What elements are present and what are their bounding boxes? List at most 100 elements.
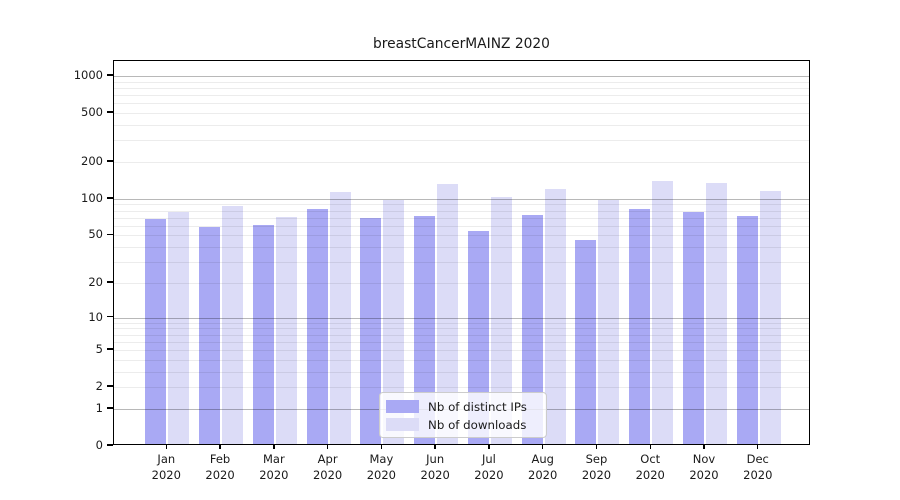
y-tick-label: 500 bbox=[81, 105, 103, 120]
gridline-minor bbox=[114, 262, 809, 264]
bar-downloads-jun-2020 bbox=[437, 184, 459, 444]
gridline-minor bbox=[114, 235, 809, 237]
gridline-minor bbox=[114, 341, 809, 343]
bar-downloads-dec-2020 bbox=[759, 190, 781, 444]
x-tick-mark bbox=[219, 445, 221, 449]
y-tick-label: 1 bbox=[95, 400, 103, 415]
x-tick-mark bbox=[165, 445, 167, 449]
x-tick-mark bbox=[541, 445, 544, 449]
y-tick-label: 0 bbox=[95, 438, 103, 452]
bar-downloads-apr-2020 bbox=[329, 192, 351, 444]
gridline-minor bbox=[114, 371, 809, 373]
gridline-minor bbox=[114, 387, 809, 389]
x-tick-label: Apr 2020 bbox=[312, 452, 343, 482]
x-tick-label: Nov 2020 bbox=[689, 452, 719, 482]
y-tick-mark bbox=[107, 111, 113, 113]
gridline-minor bbox=[114, 140, 809, 142]
bar-distinct-ips-nov-2020 bbox=[683, 212, 704, 444]
gridline-minor bbox=[114, 210, 809, 212]
y-tick-label: 200 bbox=[81, 154, 103, 169]
y-tick-label: 2 bbox=[95, 379, 103, 394]
x-tick-mark bbox=[273, 445, 275, 449]
x-tick-label: Sep 2020 bbox=[581, 452, 612, 482]
gridline-major bbox=[114, 317, 809, 319]
y-tick-mark bbox=[107, 385, 113, 387]
y-tick-mark bbox=[107, 233, 113, 236]
bar-distinct-ips-apr-2020 bbox=[306, 208, 328, 444]
gridline-major bbox=[114, 76, 809, 78]
gridline-minor bbox=[114, 81, 809, 83]
y-tick-label: 10 bbox=[88, 309, 103, 324]
y-tick-mark bbox=[107, 407, 113, 409]
legend-label-downloads: Nb of downloads bbox=[428, 417, 527, 432]
x-tick-mark bbox=[595, 445, 598, 449]
legend-item-downloads: Nb of downloads bbox=[386, 416, 537, 433]
bar-distinct-ips-aug-2020 bbox=[521, 215, 543, 444]
legend: Nb of distinct IPs Nb of downloads bbox=[379, 392, 547, 438]
gridline-minor bbox=[114, 359, 809, 361]
legend-swatch-distinct-ips-icon bbox=[386, 400, 419, 413]
bar-downloads-oct-2020 bbox=[652, 180, 674, 444]
x-tick-mark bbox=[488, 445, 490, 449]
legend-label-distinct-ips: Nb of distinct IPs bbox=[428, 399, 527, 414]
y-tick-mark bbox=[107, 160, 113, 162]
gridline-minor bbox=[114, 162, 809, 164]
bar-downloads-aug-2020 bbox=[544, 188, 566, 444]
x-tick-mark bbox=[380, 445, 383, 449]
gridline-minor bbox=[114, 328, 809, 330]
gridline-minor bbox=[114, 103, 809, 105]
chart-title: breastCancerMAINZ 2020 bbox=[373, 36, 550, 52]
y-tick-label: 50 bbox=[88, 227, 103, 242]
bar-distinct-ips-may-2020 bbox=[360, 218, 382, 444]
gridline-minor bbox=[114, 322, 809, 324]
gridline-minor bbox=[114, 217, 809, 219]
y-tick-label: 5 bbox=[95, 342, 103, 357]
y-tick-mark bbox=[107, 444, 113, 446]
bar-distinct-ips-feb-2020 bbox=[199, 227, 221, 444]
x-tick-label: Jun 2020 bbox=[420, 452, 450, 482]
gridline-minor bbox=[114, 282, 809, 284]
y-tick-mark bbox=[107, 348, 113, 350]
gridline-minor bbox=[114, 247, 809, 249]
legend-swatch-downloads-icon bbox=[386, 418, 419, 431]
x-tick-label: Feb 2020 bbox=[205, 452, 235, 482]
bar-distinct-ips-oct-2020 bbox=[629, 208, 651, 444]
x-tick-label: May 2020 bbox=[366, 452, 397, 482]
legend-item-distinct-ips: Nb of distinct IPs bbox=[386, 398, 537, 415]
y-tick-mark bbox=[107, 315, 113, 318]
y-tick-mark bbox=[107, 281, 113, 283]
gridline-minor bbox=[114, 95, 809, 97]
bar-downloads-nov-2020 bbox=[706, 183, 727, 444]
x-tick-label: Aug 2020 bbox=[528, 452, 558, 482]
bar-distinct-ips-jan-2020 bbox=[145, 218, 167, 444]
bar-downloads-jan-2020 bbox=[168, 211, 190, 444]
x-tick-mark bbox=[757, 445, 759, 449]
x-tick-mark bbox=[649, 445, 651, 449]
gridline-minor bbox=[114, 350, 809, 352]
x-tick-mark bbox=[326, 445, 329, 449]
plot-area bbox=[113, 60, 810, 445]
bar-distinct-ips-sep-2020 bbox=[575, 240, 597, 444]
y-tick-mark bbox=[107, 74, 113, 76]
y-tick-label: 100 bbox=[81, 190, 103, 205]
x-tick-label: Jul 2020 bbox=[474, 452, 504, 482]
bar-downloads-may-2020 bbox=[383, 199, 405, 444]
gridline-minor bbox=[114, 125, 809, 127]
bar-distinct-ips-jul-2020 bbox=[467, 230, 489, 444]
y-tick-label: 20 bbox=[88, 274, 103, 289]
x-tick-mark bbox=[434, 445, 436, 449]
bar-distinct-ips-dec-2020 bbox=[736, 215, 758, 444]
bar-downloads-jul-2020 bbox=[490, 197, 512, 444]
x-tick-label: Mar 2020 bbox=[259, 452, 289, 482]
bar-distinct-ips-mar-2020 bbox=[252, 225, 274, 444]
x-tick-label: Jan 2020 bbox=[151, 452, 181, 482]
bar-downloads-feb-2020 bbox=[222, 206, 244, 444]
x-tick-label: Dec 2020 bbox=[743, 452, 773, 482]
y-tick-label: 1000 bbox=[73, 68, 103, 83]
x-tick-mark bbox=[703, 445, 705, 449]
gridline-minor bbox=[114, 204, 809, 206]
bar-downloads-mar-2020 bbox=[275, 216, 297, 444]
gridline-minor bbox=[114, 87, 809, 89]
x-tick-label: Oct 2020 bbox=[635, 452, 665, 482]
